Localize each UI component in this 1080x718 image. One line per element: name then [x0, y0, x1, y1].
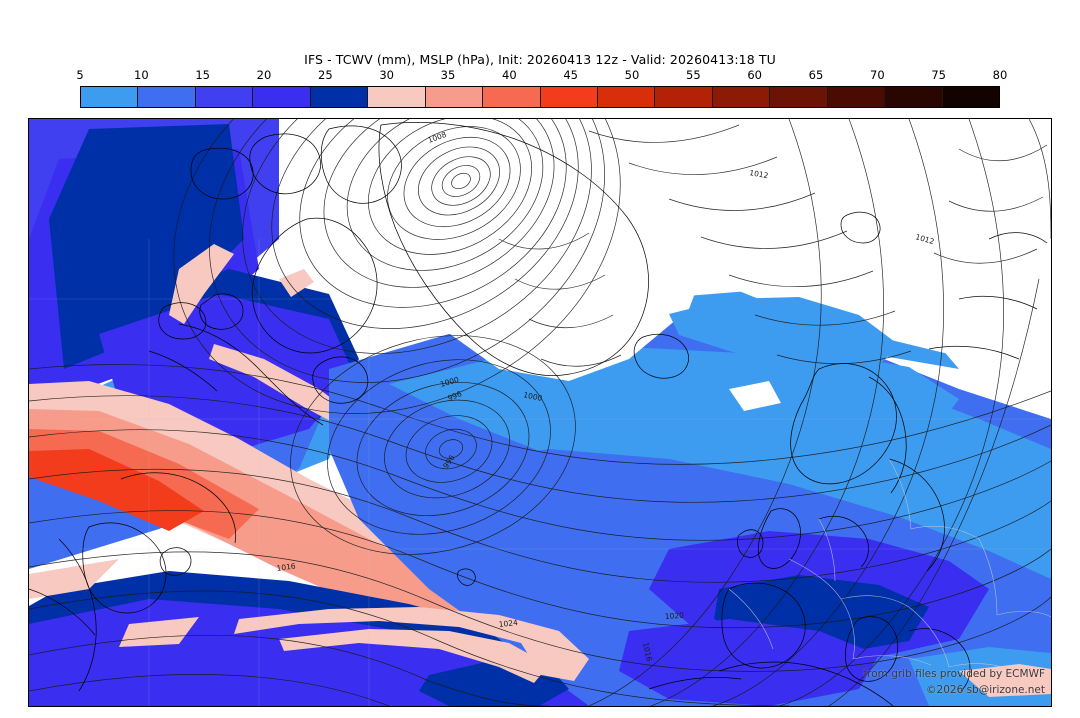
coastlines [29, 122, 1048, 706]
tcwv-dry-spot2 [909, 171, 969, 205]
colorbar-tick-45: 45 [563, 68, 578, 82]
colorbar-segment-3 [253, 87, 311, 107]
mslp-label-1020: 1020 [665, 611, 685, 621]
page-title: IFS - TCWV (mm), MSLP (hPa), Init: 20260… [304, 52, 776, 67]
mslp-label-1012: 1012 [749, 168, 770, 180]
colorbar-segment-13 [827, 87, 886, 107]
colorbar-segment-0 [81, 87, 139, 107]
colorbar-tick-labels: 5 10 15 20 25 30 35 40 45 50 55 60 65 70 75 80 [76, 68, 1007, 84]
tcwv-wisp-3 [279, 269, 314, 297]
tcwv-wisp-2 [209, 344, 359, 431]
colorbar-tick-15: 15 [195, 68, 210, 82]
colorbar-tick-30: 30 [379, 68, 394, 82]
colorbar-segment-2 [195, 87, 254, 107]
colorbar-segment-9 [597, 87, 656, 107]
tcwv-dry-arctic2 [719, 249, 1051, 369]
colorbar-segment-11 [712, 87, 771, 107]
country-borders [29, 239, 1051, 706]
colorbar-tick-40: 40 [502, 68, 517, 82]
colorbar-segment-12 [770, 87, 828, 107]
colorbar-segment-10 [655, 87, 713, 107]
tcwv-wisp-1 [169, 244, 234, 324]
colorbar-segment-6 [425, 87, 484, 107]
colorbar-tick-60: 60 [747, 68, 762, 82]
colorbar-segment-1 [138, 87, 196, 107]
colorbar-segment-15 [942, 87, 999, 107]
colorbar-tick-5: 5 [76, 68, 84, 82]
mslp-label-1016b: 1016 [276, 561, 296, 573]
colorbar [80, 86, 1000, 108]
colorbar-gradient-strip [80, 86, 1000, 108]
colorbar-tick-10: 10 [134, 68, 149, 82]
mslp-label-1016: 1016 [641, 642, 654, 663]
colorbar-segment-8 [540, 87, 598, 107]
colorbar-tick-35: 35 [440, 68, 456, 82]
mslp-contours [29, 119, 1051, 706]
tcwv-river-pale2 [279, 629, 549, 683]
mslp-label-1000b: 1000 [523, 390, 544, 403]
weather-map[interactable]: 1008 1000 996 1000 996 1024 1020 1016 10… [28, 118, 1052, 707]
tcwv-band-med [959, 664, 1051, 697]
colorbar-segment-14 [885, 87, 943, 107]
tcwv-pale-s2 [119, 617, 199, 647]
mslp-contour-labels: 1008 1000 996 1000 996 1024 1020 1016 10… [276, 130, 935, 662]
tcwv-trop-45 [29, 463, 139, 511]
colorbar-segment-5 [368, 87, 426, 107]
tcwv-dry-spot3 [729, 381, 781, 411]
colorbar-segment-4 [310, 87, 369, 107]
colorbar-tick-25: 25 [318, 68, 333, 82]
colorbar-tick-70: 70 [870, 68, 885, 82]
tcwv-pale-s [29, 559, 119, 599]
colorbar-tick-80: 80 [992, 68, 1008, 82]
attribution-source: from grib files provided by ECMWF [863, 668, 1045, 680]
mslp-label-1024: 1024 [498, 618, 518, 629]
colorbar-segment-7 [483, 87, 541, 107]
map-canvas: 1008 1000 996 1000 996 1024 1020 1016 10… [29, 119, 1051, 706]
tcwv-river-pale [234, 607, 589, 681]
tcwv-dry-spot1 [989, 214, 1039, 247]
colorbar-tick-55: 55 [686, 68, 701, 82]
colorbar-tick-75: 75 [931, 68, 946, 82]
tcwv-band-central-eur [619, 619, 879, 706]
attribution-copyright: ©2026 sb@irizone.net [926, 684, 1045, 696]
colorbar-tick-50: 50 [624, 68, 640, 82]
colorbar-tick-20: 20 [256, 68, 272, 82]
tcwv-dry-arctic [589, 119, 1051, 309]
colorbar-tick-65: 65 [808, 68, 824, 82]
